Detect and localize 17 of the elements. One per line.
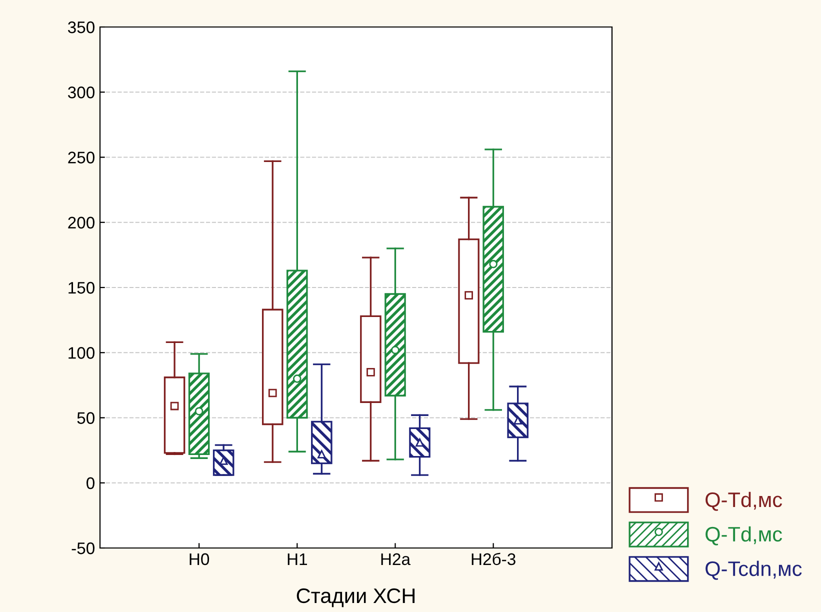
text: Q-Tcdn,мс <box>706 560 802 580</box>
x-tick-label: H1 <box>288 553 307 565</box>
y-tick-label: 0 <box>86 477 94 490</box>
y-tick-label: 150 <box>68 282 94 294</box>
y-tick-label: 200 <box>68 216 94 229</box>
y-tick-label: 100 <box>68 347 94 359</box>
y-tick-label: 300 <box>68 86 94 98</box>
x-axis-title: Стадии ХСН <box>296 588 415 608</box>
y-tick-label: 350 <box>68 21 94 34</box>
x-tick-label: H0 <box>190 553 210 566</box>
x-tick-label: H2a <box>381 553 411 566</box>
text: Q-Td,мс <box>706 526 782 546</box>
y-tick-label: -50 <box>72 542 94 554</box>
legend-label: Q-Td,мс <box>706 492 782 511</box>
y-tick-label: 250 <box>68 152 94 164</box>
y-tick-label: 50 <box>77 412 94 424</box>
x-tick-label: H2б-3 <box>472 552 516 566</box>
